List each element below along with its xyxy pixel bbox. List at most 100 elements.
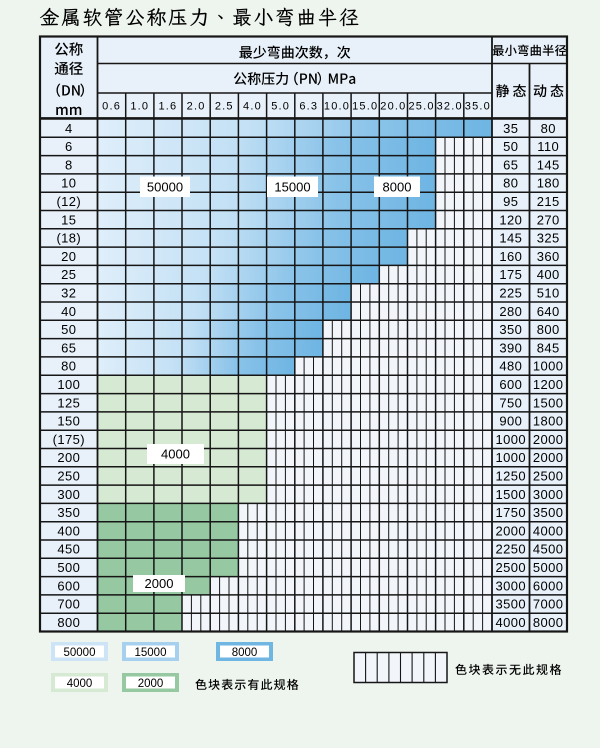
svg-text:40: 40 — [61, 304, 76, 319]
svg-text:225: 225 — [499, 286, 522, 301]
svg-text:160: 160 — [499, 249, 522, 264]
svg-text:8: 8 — [65, 157, 73, 172]
svg-text:1800: 1800 — [533, 414, 564, 429]
svg-text:400: 400 — [57, 523, 80, 538]
svg-text:15000: 15000 — [135, 647, 167, 659]
svg-text:15: 15 — [61, 212, 76, 227]
svg-text:4.0: 4.0 — [243, 101, 262, 113]
svg-text:350: 350 — [499, 322, 522, 337]
svg-text:1200: 1200 — [533, 377, 564, 392]
svg-text:1000: 1000 — [496, 432, 527, 447]
svg-text:145: 145 — [499, 231, 522, 246]
svg-text:2000: 2000 — [533, 432, 564, 447]
svg-text:4500: 4500 — [533, 542, 564, 557]
svg-text:1250: 1250 — [496, 469, 527, 484]
svg-text:25: 25 — [61, 267, 76, 282]
svg-text:4: 4 — [65, 121, 73, 136]
svg-text:1750: 1750 — [496, 505, 527, 520]
svg-text:350: 350 — [57, 505, 80, 520]
svg-text:110: 110 — [537, 139, 559, 154]
svg-text:20.0: 20.0 — [380, 101, 406, 113]
svg-text:3000: 3000 — [496, 578, 527, 593]
svg-text:(175): (175) — [53, 432, 85, 447]
svg-text:2.0: 2.0 — [187, 101, 206, 113]
svg-text:65: 65 — [61, 340, 76, 355]
svg-text:65: 65 — [503, 157, 518, 172]
svg-text:25.0: 25.0 — [408, 101, 434, 113]
svg-text:50: 50 — [61, 322, 76, 337]
svg-text:300: 300 — [57, 487, 80, 502]
svg-text:2500: 2500 — [496, 560, 527, 575]
svg-text:0.6: 0.6 — [102, 101, 121, 113]
svg-text:2000: 2000 — [533, 450, 564, 465]
svg-text:35: 35 — [503, 121, 518, 136]
svg-text:35.0: 35.0 — [465, 101, 491, 113]
svg-text:800: 800 — [537, 322, 560, 337]
svg-text:4000: 4000 — [161, 447, 190, 462]
svg-text:(12): (12) — [56, 194, 81, 209]
svg-text:95: 95 — [503, 194, 518, 209]
svg-text:150: 150 — [57, 414, 80, 429]
svg-text:4000: 4000 — [67, 678, 93, 690]
svg-text:1500: 1500 — [533, 395, 564, 410]
svg-text:5.0: 5.0 — [271, 101, 290, 113]
svg-text:7000: 7000 — [533, 597, 564, 612]
svg-text:360: 360 — [537, 249, 560, 264]
svg-text:145: 145 — [537, 157, 560, 172]
svg-text:1000: 1000 — [496, 450, 527, 465]
svg-text:120: 120 — [499, 212, 522, 227]
svg-text:50000: 50000 — [147, 179, 183, 194]
svg-text:180: 180 — [537, 176, 560, 191]
svg-text:80: 80 — [503, 176, 518, 191]
svg-text:32: 32 — [61, 286, 76, 301]
svg-text:15.0: 15.0 — [352, 101, 378, 113]
svg-text:510: 510 — [537, 286, 560, 301]
svg-text:1500: 1500 — [496, 487, 527, 502]
svg-text:6000: 6000 — [533, 578, 564, 593]
svg-text:125: 125 — [57, 395, 80, 410]
svg-text:2500: 2500 — [533, 469, 564, 484]
svg-text:8000: 8000 — [383, 179, 412, 194]
svg-text:2000: 2000 — [145, 576, 174, 591]
svg-text:3000: 3000 — [533, 487, 564, 502]
svg-text:4000: 4000 — [496, 615, 527, 630]
svg-text:(18): (18) — [56, 231, 81, 246]
svg-text:50: 50 — [503, 139, 518, 154]
svg-text:32.0: 32.0 — [437, 101, 463, 113]
svg-text:4000: 4000 — [533, 523, 564, 538]
svg-text:200: 200 — [57, 450, 80, 465]
svg-text:845: 845 — [537, 340, 560, 355]
svg-text:600: 600 — [57, 578, 80, 593]
svg-text:600: 600 — [499, 377, 522, 392]
svg-text:250: 250 — [57, 469, 80, 484]
svg-text:2000: 2000 — [496, 523, 527, 538]
svg-text:10.0: 10.0 — [324, 101, 350, 113]
svg-text:80: 80 — [61, 359, 76, 374]
svg-text:390: 390 — [499, 340, 522, 355]
svg-text:10: 10 — [61, 176, 76, 191]
svg-text:100: 100 — [57, 377, 80, 392]
svg-text:1000: 1000 — [533, 359, 564, 374]
svg-text:325: 325 — [537, 231, 560, 246]
svg-text:15000: 15000 — [274, 179, 310, 194]
svg-text:500: 500 — [57, 560, 80, 575]
svg-text:400: 400 — [537, 267, 560, 282]
svg-text:6: 6 — [65, 139, 73, 154]
svg-text:20: 20 — [61, 249, 76, 264]
svg-text:3500: 3500 — [533, 505, 564, 520]
svg-text:480: 480 — [499, 359, 522, 374]
svg-text:2000: 2000 — [138, 678, 164, 690]
svg-text:8000: 8000 — [232, 647, 258, 659]
svg-text:270: 270 — [537, 212, 560, 227]
svg-text:900: 900 — [499, 414, 522, 429]
svg-text:700: 700 — [57, 597, 80, 612]
svg-text:5000: 5000 — [533, 560, 564, 575]
svg-text:1.0: 1.0 — [130, 101, 149, 113]
svg-text:640: 640 — [537, 304, 560, 319]
svg-text:6.3: 6.3 — [299, 101, 318, 113]
svg-text:450: 450 — [57, 542, 80, 557]
svg-text:215: 215 — [537, 194, 560, 209]
svg-text:750: 750 — [499, 395, 522, 410]
svg-text:800: 800 — [57, 615, 80, 630]
svg-text:3500: 3500 — [496, 597, 527, 612]
